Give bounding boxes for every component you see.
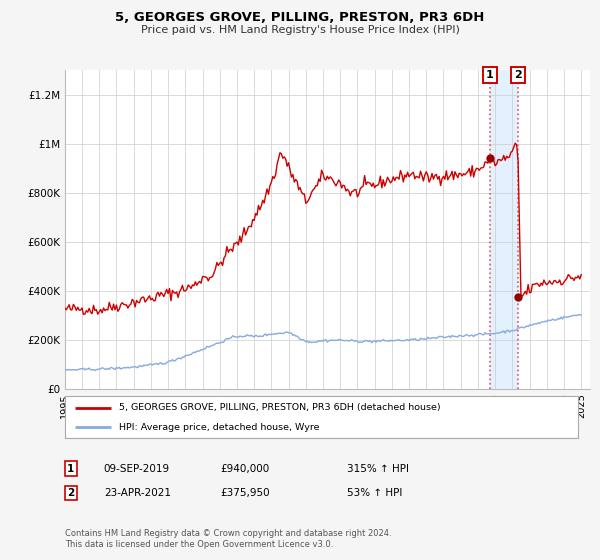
Text: 315% ↑ HPI: 315% ↑ HPI xyxy=(347,464,409,474)
Text: 2: 2 xyxy=(514,70,521,80)
Text: 53% ↑ HPI: 53% ↑ HPI xyxy=(347,488,402,498)
Text: £940,000: £940,000 xyxy=(221,464,270,474)
Text: 5, GEORGES GROVE, PILLING, PRESTON, PR3 6DH: 5, GEORGES GROVE, PILLING, PRESTON, PR3 … xyxy=(115,11,485,24)
Text: 23-APR-2021: 23-APR-2021 xyxy=(104,488,171,498)
Text: 09-SEP-2019: 09-SEP-2019 xyxy=(104,464,170,474)
Text: 2: 2 xyxy=(67,488,74,498)
Text: Price paid vs. HM Land Registry's House Price Index (HPI): Price paid vs. HM Land Registry's House … xyxy=(140,25,460,35)
Bar xyxy=(490,70,518,389)
Text: HPI: Average price, detached house, Wyre: HPI: Average price, detached house, Wyre xyxy=(119,423,319,432)
Text: 1: 1 xyxy=(486,70,494,80)
Text: £375,950: £375,950 xyxy=(221,488,271,498)
Text: 5, GEORGES GROVE, PILLING, PRESTON, PR3 6DH (detached house): 5, GEORGES GROVE, PILLING, PRESTON, PR3 … xyxy=(119,403,440,412)
Text: 1: 1 xyxy=(67,464,74,474)
Text: Contains HM Land Registry data © Crown copyright and database right 2024.
This d: Contains HM Land Registry data © Crown c… xyxy=(65,529,391,549)
